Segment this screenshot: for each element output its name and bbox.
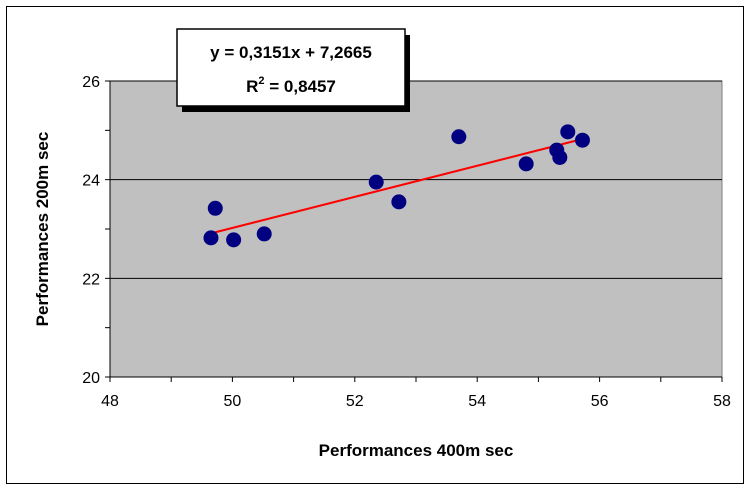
y-tick-label: 24: [82, 173, 100, 190]
tick-labels: 48 50 52 54 56 58 20 22 24 26: [82, 74, 731, 410]
data-point: [203, 230, 219, 246]
data-point: [368, 174, 384, 190]
data-point: [391, 194, 407, 210]
x-tick-label: 48: [101, 393, 119, 410]
x-tick-label: 50: [224, 393, 242, 410]
axes: [105, 80, 723, 382]
r-squared-value: = 0,8457: [265, 77, 336, 96]
x-tick-label: 56: [591, 393, 609, 410]
y-tick-label: 22: [82, 271, 100, 288]
equation-text: y = 0,3151x + 7,2665: [210, 43, 372, 62]
y-tick-label: 26: [82, 74, 100, 91]
r-squared-text: R2 = 0,8457: [246, 75, 336, 96]
equation-box: y = 0,3151x + 7,2665 R2 = 0,8457: [176, 28, 410, 112]
data-point: [518, 156, 534, 172]
x-tick-label: 54: [468, 393, 486, 410]
data-point: [226, 232, 242, 248]
x-tick-label: 52: [346, 393, 364, 410]
trendline-group: [210, 138, 583, 235]
x-axis-title: Performances 400m sec: [319, 441, 514, 460]
data-points: [203, 124, 590, 248]
data-point: [574, 132, 590, 148]
plot-area: [109, 80, 723, 378]
trendline: [210, 138, 583, 235]
data-point: [560, 124, 576, 140]
y-axis-title: Performances 200m sec: [33, 132, 52, 327]
data-point: [552, 149, 568, 165]
y-tick-label: 20: [82, 370, 100, 387]
data-point: [451, 129, 467, 145]
r-squared-prefix: R: [246, 77, 258, 96]
plot-area-group: [109, 80, 723, 378]
data-point: [256, 226, 272, 242]
equation-box-frame: [176, 28, 406, 107]
data-point: [207, 200, 223, 216]
r-squared-superscript: 2: [258, 75, 264, 87]
x-tick-label: 58: [713, 393, 731, 410]
